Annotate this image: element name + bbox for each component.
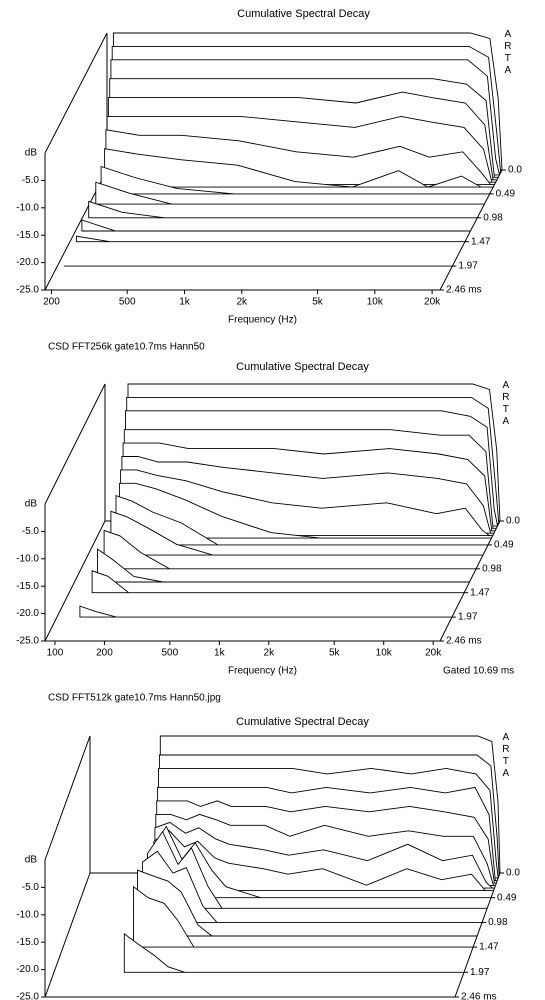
time-tick-label: 0.0 bbox=[506, 516, 520, 527]
time-tick-label: 1.47 bbox=[479, 942, 499, 953]
x-tick-label: 2k bbox=[237, 297, 249, 308]
y-tick-label: -25.0 bbox=[16, 992, 39, 1000]
x-axis-label: Frequency (Hz) bbox=[228, 666, 297, 677]
decay-slice bbox=[153, 829, 494, 892]
frame-edge bbox=[44, 32, 108, 154]
decay-slice bbox=[91, 570, 465, 594]
time-tick-label: 0.49 bbox=[496, 189, 516, 200]
y-tick-label: -15.0 bbox=[16, 937, 39, 948]
time-tick-label: 1.97 bbox=[458, 261, 478, 272]
x-tick-label: 500 bbox=[119, 297, 136, 308]
time-tick-label: 2.46 ms bbox=[446, 285, 482, 296]
decay-slice bbox=[104, 148, 494, 188]
time-tick-label: 0.0 bbox=[508, 165, 522, 176]
time-axis bbox=[439, 169, 503, 291]
time-tick-label: 1.97 bbox=[470, 967, 490, 978]
y-tick-label: -10.0 bbox=[16, 909, 39, 920]
x-tick-label: 20k bbox=[425, 648, 442, 659]
chart-title: Cumulative Spectral Decay bbox=[236, 716, 369, 728]
time-tick-label: 0.98 bbox=[482, 563, 502, 574]
time-tick-label: 1.47 bbox=[471, 236, 491, 247]
time-tick-label: 1.97 bbox=[458, 612, 478, 623]
watermark: ARTA bbox=[500, 380, 511, 428]
time-tick-label: 0.98 bbox=[483, 212, 503, 223]
watermark: ARTA bbox=[502, 29, 513, 77]
watermark: ARTA bbox=[500, 732, 511, 780]
caption: CSD FFT256k gate10.7ms Hann50 bbox=[48, 342, 205, 353]
chart-title: Cumulative Spectral Decay bbox=[237, 8, 370, 20]
y-tick-label: -20.0 bbox=[16, 257, 39, 268]
frame-edge bbox=[44, 520, 106, 642]
y-tick-label: -5.0 bbox=[22, 526, 40, 537]
x-tick-label: 5k bbox=[312, 297, 324, 308]
y-tick-label: -5.0 bbox=[22, 175, 40, 186]
x-tick-label: 1k bbox=[214, 648, 226, 659]
x-tick-label: 200 bbox=[96, 648, 113, 659]
y-tick-label: -15.0 bbox=[16, 230, 39, 241]
decay-slice bbox=[88, 200, 478, 219]
decay-slice bbox=[79, 605, 452, 618]
y-tick-label: -25.0 bbox=[16, 285, 39, 296]
x-tick-label: 1k bbox=[179, 297, 191, 308]
y-tick-label: -20.0 bbox=[16, 964, 39, 975]
frame-edge bbox=[44, 872, 91, 998]
time-axis bbox=[454, 872, 501, 998]
x-axis-label: Frequency (Hz) bbox=[228, 315, 297, 326]
chart-title: Cumulative Spectral Decay bbox=[236, 361, 369, 373]
x-tick-label: 5k bbox=[329, 648, 341, 659]
y-tick-label: -10.0 bbox=[16, 553, 39, 564]
time-tick-label: 0.0 bbox=[506, 868, 520, 879]
y-tick-label: -10.0 bbox=[16, 202, 39, 213]
caption: CSD FFT512k gate10.7ms Hann50.jpg bbox=[48, 693, 221, 704]
x-tick-label: 10k bbox=[376, 648, 393, 659]
time-tick-label: 0.49 bbox=[494, 540, 514, 551]
time-tick-label: 0.49 bbox=[497, 892, 517, 903]
gate-note: Gated 10.69 ms bbox=[443, 666, 514, 677]
decay-slice bbox=[97, 548, 470, 583]
x-tick-label: 20k bbox=[424, 297, 441, 308]
time-tick-label: 0.98 bbox=[488, 917, 508, 928]
y-axis-label: dB bbox=[25, 855, 38, 866]
decay-slice bbox=[118, 482, 492, 539]
y-axis-label: dB bbox=[25, 499, 38, 510]
y-axis-label: dB bbox=[25, 148, 38, 159]
time-tick-label: 2.46 ms bbox=[461, 992, 497, 1000]
y-tick-label: -25.0 bbox=[16, 636, 39, 647]
time-tick-label: 2.46 ms bbox=[446, 636, 482, 647]
time-axis bbox=[439, 520, 501, 642]
time-tick-label: 1.47 bbox=[470, 587, 490, 598]
decay-slice bbox=[81, 219, 471, 232]
x-tick-label: 200 bbox=[43, 297, 60, 308]
decay-slice bbox=[103, 529, 477, 570]
x-tick-label: 10k bbox=[367, 297, 384, 308]
x-tick-label: 2k bbox=[264, 648, 276, 659]
y-tick-label: -5.0 bbox=[22, 882, 40, 893]
y-tick-label: -15.0 bbox=[16, 581, 39, 592]
decay-slice bbox=[95, 181, 485, 205]
y-tick-label: -20.0 bbox=[16, 608, 39, 619]
decay-slice bbox=[110, 510, 483, 556]
decay-slice bbox=[123, 933, 464, 973]
decay-slice bbox=[133, 885, 474, 948]
x-tick-label: 100 bbox=[47, 648, 64, 659]
x-tick-label: 500 bbox=[161, 648, 178, 659]
decay-slice bbox=[100, 165, 490, 195]
decay-slice bbox=[75, 235, 465, 243]
frame-edge bbox=[44, 383, 106, 505]
frame-edge bbox=[44, 735, 91, 861]
